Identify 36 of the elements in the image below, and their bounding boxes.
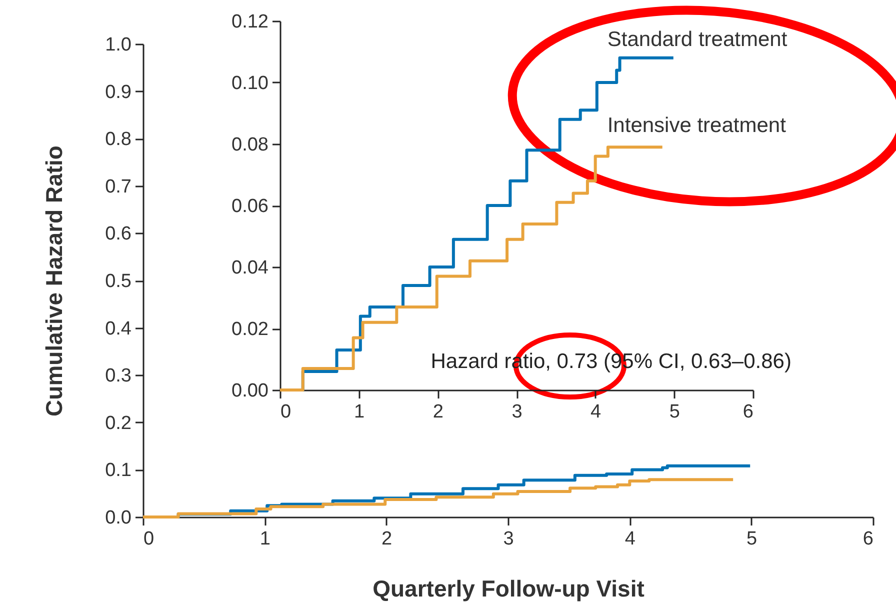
y-tick-label: 0.00 xyxy=(232,380,268,402)
x-tick-label: 4 xyxy=(590,402,602,422)
x-axis-title: Quarterly Follow-up Visit xyxy=(372,576,645,602)
x-tick-label: 2 xyxy=(382,528,392,550)
x-tick-label: 4 xyxy=(624,528,636,550)
x-tick-label: 6 xyxy=(742,402,754,422)
y-tick-label: 0.2 xyxy=(105,412,132,434)
y-tick-label: 0.12 xyxy=(232,12,268,32)
series-label: Intensive treatment xyxy=(607,114,786,138)
y-tick-label: 0.3 xyxy=(105,366,132,387)
y-tick-label: 0.7 xyxy=(105,176,132,198)
y-tick-label: 0.02 xyxy=(232,319,268,340)
y-tick-label: 0.10 xyxy=(232,73,268,94)
x-tick-label: 2 xyxy=(432,402,444,422)
y-tick-label: 0.8 xyxy=(105,129,132,150)
x-tick-label: 1 xyxy=(260,528,270,550)
y-tick-label: 0.4 xyxy=(105,318,132,340)
y-tick-label: 0.5 xyxy=(105,271,132,292)
x-tick-label: 5 xyxy=(746,528,758,550)
x-tick-label: 0 xyxy=(144,528,154,550)
series-label: Standard treatment xyxy=(607,28,788,51)
x-tick-label: 5 xyxy=(669,402,680,422)
y-tick-label: 1.0 xyxy=(105,34,132,56)
x-tick-label: 3 xyxy=(503,528,514,550)
y-tick-label: 0.0 xyxy=(105,508,132,528)
y-tick-label: 0.06 xyxy=(232,196,268,217)
y-tick-label: 0.08 xyxy=(232,134,268,156)
x-tick-label: 0 xyxy=(280,402,292,422)
x-tick-label: 6 xyxy=(862,528,874,550)
x-tick-label: 3 xyxy=(512,402,522,422)
x-tick-label: 1 xyxy=(354,402,365,422)
y-tick-label: 0.04 xyxy=(232,258,269,278)
y-tick-label: 0.6 xyxy=(105,224,132,245)
y-tick-label: 0.9 xyxy=(105,82,132,103)
y-tick-label: 0.1 xyxy=(105,460,132,482)
y-axis-title: Cumulative Hazard Ratio xyxy=(41,146,68,416)
